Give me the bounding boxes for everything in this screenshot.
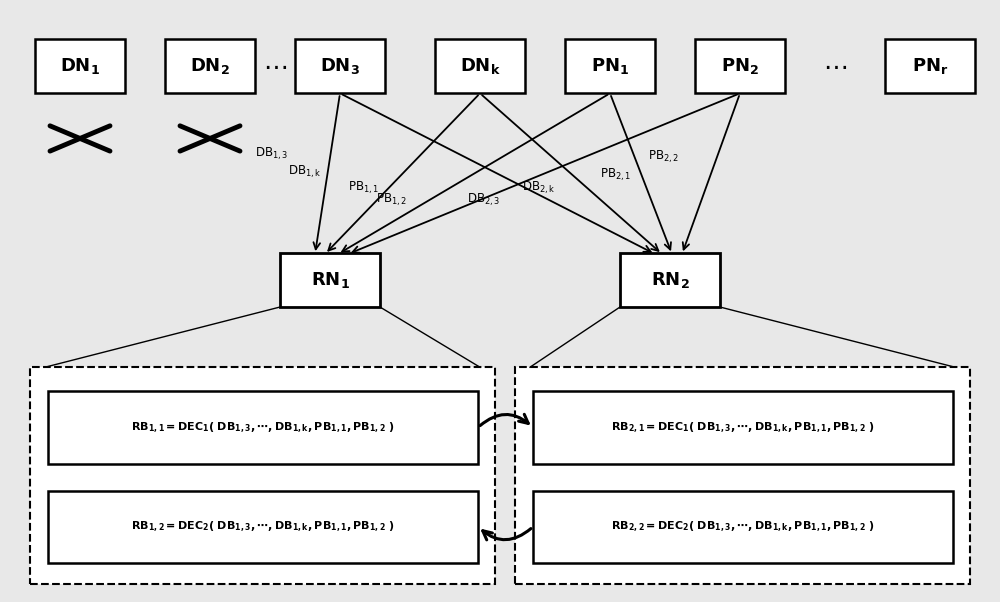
FancyBboxPatch shape bbox=[695, 39, 785, 93]
Text: $\cdots$: $\cdots$ bbox=[823, 54, 847, 78]
Text: $\mathbf{DN_{1}}$: $\mathbf{DN_{1}}$ bbox=[60, 56, 100, 76]
FancyBboxPatch shape bbox=[280, 253, 380, 307]
FancyBboxPatch shape bbox=[30, 367, 495, 584]
Text: $\mathrm{DB_{2,3}}$: $\mathrm{DB_{2,3}}$ bbox=[467, 191, 500, 208]
Text: $\mathrm{DB_{1,3}}$: $\mathrm{DB_{1,3}}$ bbox=[255, 145, 288, 162]
Text: $\mathrm{PB_{2,2}}$: $\mathrm{PB_{2,2}}$ bbox=[648, 148, 679, 165]
FancyBboxPatch shape bbox=[48, 491, 478, 563]
Text: $\mathrm{PB_{1,1}}$: $\mathrm{PB_{1,1}}$ bbox=[348, 179, 379, 196]
Text: $\mathbf{RN_{1}}$: $\mathbf{RN_{1}}$ bbox=[311, 270, 349, 290]
FancyBboxPatch shape bbox=[533, 491, 953, 563]
FancyBboxPatch shape bbox=[48, 391, 478, 464]
Text: $\mathbf{RB_{1,1} = DEC_1(\ DB_{1,3},\cdots,DB_{1,k},PB_{1,1},PB_{1,2}\ )}$: $\mathbf{RB_{1,1} = DEC_1(\ DB_{1,3},\cd… bbox=[131, 420, 395, 435]
FancyBboxPatch shape bbox=[435, 39, 525, 93]
Text: $\mathrm{PB_{2,1}}$: $\mathrm{PB_{2,1}}$ bbox=[600, 166, 631, 183]
Text: $\mathrm{DB_{2,k}}$: $\mathrm{DB_{2,k}}$ bbox=[522, 179, 555, 196]
Text: $\mathbf{RB_{2,2} = DEC_2(\ DB_{1,3},\cdots,DB_{1,k},PB_{1,1},PB_{1,2}\ )}$: $\mathbf{RB_{2,2} = DEC_2(\ DB_{1,3},\cd… bbox=[611, 520, 875, 534]
Text: $\mathbf{DN_{2}}$: $\mathbf{DN_{2}}$ bbox=[190, 56, 230, 76]
Text: $\cdots$: $\cdots$ bbox=[263, 54, 287, 78]
FancyBboxPatch shape bbox=[295, 39, 385, 93]
Text: $\mathbf{PN_{r}}$: $\mathbf{PN_{r}}$ bbox=[912, 56, 948, 76]
FancyBboxPatch shape bbox=[565, 39, 655, 93]
Text: $\mathbf{RB_{2,1} = DEC_1(\ DB_{1,3},\cdots,DB_{1,k},PB_{1,1},PB_{1,2}\ )}$: $\mathbf{RB_{2,1} = DEC_1(\ DB_{1,3},\cd… bbox=[611, 420, 875, 435]
Text: $\mathbf{RN_{2}}$: $\mathbf{RN_{2}}$ bbox=[651, 270, 689, 290]
Text: $\mathbf{DN_{k}}$: $\mathbf{DN_{k}}$ bbox=[460, 56, 500, 76]
Text: $\mathrm{PB_{1,2}}$: $\mathrm{PB_{1,2}}$ bbox=[376, 191, 407, 208]
FancyBboxPatch shape bbox=[165, 39, 255, 93]
FancyBboxPatch shape bbox=[620, 253, 720, 307]
FancyBboxPatch shape bbox=[885, 39, 975, 93]
Text: $\mathbf{RB_{1,2} = DEC_2(\ DB_{1,3},\cdots,DB_{1,k},PB_{1,1},PB_{1,2}\ )}$: $\mathbf{RB_{1,2} = DEC_2(\ DB_{1,3},\cd… bbox=[131, 520, 395, 534]
Text: $\mathrm{DB_{1,k}}$: $\mathrm{DB_{1,k}}$ bbox=[288, 163, 321, 180]
FancyBboxPatch shape bbox=[35, 39, 125, 93]
Text: $\mathbf{PN_{2}}$: $\mathbf{PN_{2}}$ bbox=[721, 56, 759, 76]
Text: $\mathbf{PN_{1}}$: $\mathbf{PN_{1}}$ bbox=[591, 56, 629, 76]
FancyBboxPatch shape bbox=[515, 367, 970, 584]
FancyBboxPatch shape bbox=[533, 391, 953, 464]
Text: $\mathbf{DN_{3}}$: $\mathbf{DN_{3}}$ bbox=[320, 56, 360, 76]
